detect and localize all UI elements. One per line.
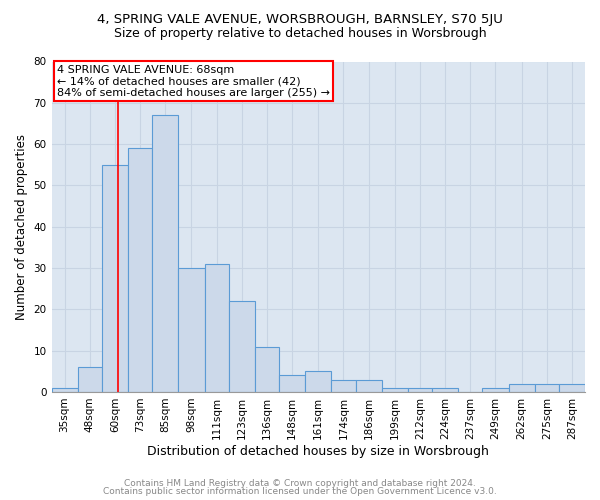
Bar xyxy=(255,346,279,392)
X-axis label: Distribution of detached houses by size in Worsbrough: Distribution of detached houses by size … xyxy=(148,444,489,458)
Bar xyxy=(432,388,458,392)
Bar xyxy=(509,384,535,392)
Bar xyxy=(279,376,305,392)
Bar xyxy=(482,388,509,392)
Bar xyxy=(78,367,102,392)
Text: Size of property relative to detached houses in Worsbrough: Size of property relative to detached ho… xyxy=(113,28,487,40)
Text: 4, SPRING VALE AVENUE, WORSBROUGH, BARNSLEY, S70 5JU: 4, SPRING VALE AVENUE, WORSBROUGH, BARNS… xyxy=(97,12,503,26)
Bar xyxy=(535,384,559,392)
Bar xyxy=(229,301,255,392)
Bar xyxy=(52,388,78,392)
Bar xyxy=(382,388,408,392)
Bar xyxy=(178,268,205,392)
Bar xyxy=(205,264,229,392)
Bar xyxy=(408,388,432,392)
Bar xyxy=(559,384,585,392)
Bar xyxy=(128,148,152,392)
Bar xyxy=(331,380,356,392)
Bar xyxy=(102,165,128,392)
Text: Contains HM Land Registry data © Crown copyright and database right 2024.: Contains HM Land Registry data © Crown c… xyxy=(124,478,476,488)
Bar xyxy=(305,372,331,392)
Bar xyxy=(152,115,178,392)
Y-axis label: Number of detached properties: Number of detached properties xyxy=(15,134,28,320)
Text: 4 SPRING VALE AVENUE: 68sqm
← 14% of detached houses are smaller (42)
84% of sem: 4 SPRING VALE AVENUE: 68sqm ← 14% of det… xyxy=(57,65,330,98)
Bar xyxy=(356,380,382,392)
Text: Contains public sector information licensed under the Open Government Licence v3: Contains public sector information licen… xyxy=(103,487,497,496)
